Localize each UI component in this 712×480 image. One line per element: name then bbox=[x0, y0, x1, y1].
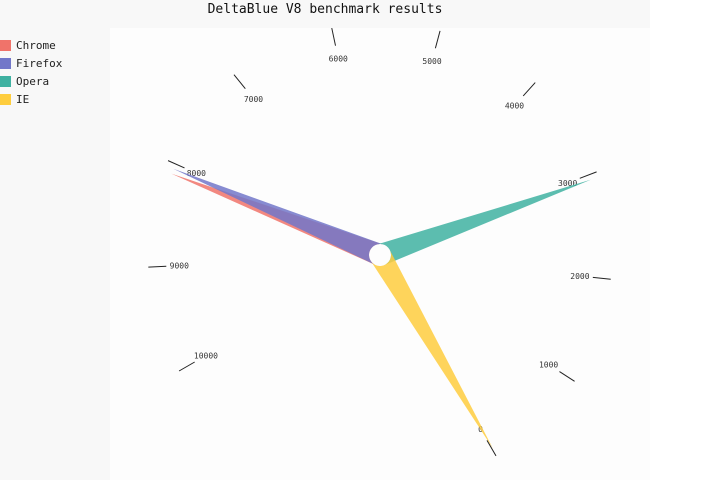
legend-label-firefox: Firefox bbox=[16, 56, 63, 70]
gauge-tick-7000 bbox=[233, 74, 246, 90]
gauge-tick-label-5000: 5000 bbox=[422, 57, 441, 66]
legend-label-chrome: Chrome bbox=[16, 38, 56, 52]
needle-opera[interactable] bbox=[376, 179, 591, 266]
legend-swatch-ie bbox=[0, 93, 11, 105]
gauge-tick-label-4000: 4000 bbox=[505, 102, 524, 111]
legend-label-ie: IE bbox=[16, 92, 30, 106]
gauge-tick-10000 bbox=[178, 361, 195, 372]
gauge-tick-label-9000: 9000 bbox=[170, 262, 189, 271]
gauge-tick-label-8000: 8000 bbox=[187, 169, 206, 178]
legend-item-firefox[interactable]: Firefox bbox=[0, 54, 62, 72]
gauge-tick-label-2000: 2000 bbox=[570, 272, 589, 281]
gauge-tick-3000 bbox=[579, 171, 597, 179]
gauge-tick-9000 bbox=[148, 265, 167, 268]
gauge-tick-1000 bbox=[559, 371, 575, 382]
gauge-tick-2000 bbox=[592, 276, 611, 280]
gauge-tick-label-0: 0 bbox=[478, 425, 483, 434]
plot-background bbox=[110, 28, 650, 480]
gauge-tick-0 bbox=[486, 440, 497, 457]
legend-item-ie[interactable]: IE bbox=[0, 90, 62, 108]
legend-swatch-opera bbox=[0, 75, 11, 87]
gauge-tick-8000 bbox=[167, 160, 185, 169]
gauge-tick-label-6000: 6000 bbox=[329, 54, 348, 63]
legend-label-opera: Opera bbox=[16, 74, 50, 88]
gauge-chart: 0 1000 2000 3000 4000 5000 6000 7000 8000 9000 100… bbox=[148, 27, 611, 457]
legend-swatch-chrome bbox=[0, 39, 11, 51]
legend-item-chrome[interactable]: Chrome bbox=[0, 36, 62, 54]
legend-swatch-firefox bbox=[0, 57, 11, 69]
needle-ie[interactable] bbox=[370, 249, 493, 449]
chart-title: DeltaBlue V8 benchmark results bbox=[207, 2, 443, 17]
gauge-tick-label-10000: 10000 bbox=[194, 352, 218, 361]
gauge-tick-6000 bbox=[331, 27, 336, 46]
needle-firefox[interactable] bbox=[173, 168, 385, 266]
chart-area: DeltaBlue V8 benchmark results Chrome Fi… bbox=[0, 2, 650, 480]
gauge-tick-label-3000: 3000 bbox=[558, 179, 577, 188]
gauge-tick-5000 bbox=[434, 30, 441, 49]
legend: Chrome Firefox Opera IE bbox=[0, 36, 62, 108]
gauge-tick-4000 bbox=[522, 82, 536, 97]
gauge-tick-label-1000: 1000 bbox=[539, 360, 558, 369]
legend-item-opera[interactable]: Opera bbox=[0, 72, 62, 90]
gauge-tick-label-7000: 7000 bbox=[244, 95, 263, 104]
